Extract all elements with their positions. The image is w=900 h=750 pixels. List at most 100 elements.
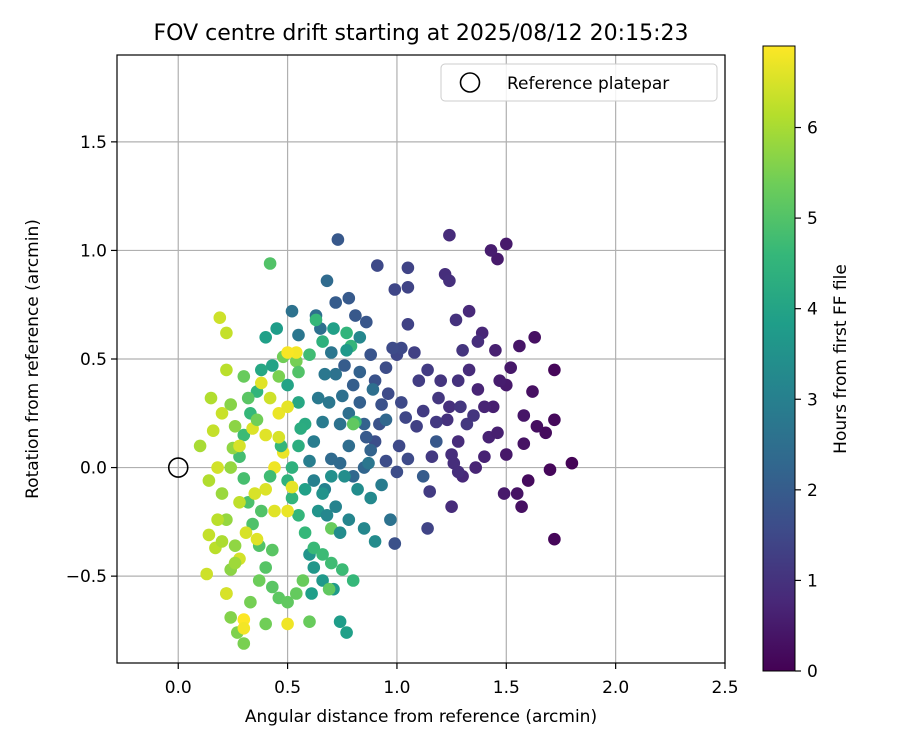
data-point <box>493 374 507 388</box>
data-point <box>491 426 504 440</box>
y-tick-label: 0.0 <box>80 459 107 479</box>
data-point <box>517 437 531 451</box>
data-point <box>484 244 498 257</box>
data-point <box>386 341 399 355</box>
data-point <box>316 487 329 500</box>
data-point <box>460 417 474 431</box>
y-axis-label: Rotation from reference (arcmin) <box>23 219 43 499</box>
data-point <box>316 335 329 348</box>
data-point <box>346 378 360 392</box>
data-point <box>206 424 220 438</box>
data-point <box>451 465 465 479</box>
data-point <box>272 370 286 383</box>
data-point <box>215 487 229 500</box>
data-point <box>342 407 356 420</box>
data-point <box>342 439 356 453</box>
data-point <box>445 448 458 461</box>
data-point <box>346 417 360 431</box>
data-point <box>340 326 353 340</box>
data-point <box>401 318 415 331</box>
data-point <box>432 391 445 405</box>
data-point <box>254 363 268 377</box>
data-point <box>331 233 345 246</box>
data-point <box>360 430 373 444</box>
data-point <box>311 391 325 405</box>
data-point <box>233 496 246 509</box>
data-point <box>202 474 216 487</box>
data-point <box>353 331 367 344</box>
data-point <box>305 587 318 600</box>
data-point <box>445 500 458 513</box>
data-point <box>259 617 273 631</box>
data-point <box>325 556 338 570</box>
data-point <box>215 535 229 548</box>
data-point <box>215 407 229 420</box>
data-point <box>237 472 251 485</box>
data-point <box>237 637 251 650</box>
data-point <box>342 291 356 305</box>
data-point <box>368 535 382 548</box>
data-point <box>254 376 268 390</box>
data-point <box>340 626 353 639</box>
x-tick-label: 1.0 <box>383 678 410 698</box>
data-point <box>451 435 465 448</box>
data-point <box>228 556 242 570</box>
data-point <box>364 491 378 505</box>
data-point <box>469 461 483 474</box>
y-tick-label: 0.5 <box>80 350 107 370</box>
data-point <box>241 391 255 405</box>
data-point <box>443 400 456 414</box>
colorbar-tick-label: 3 <box>807 390 818 410</box>
data-point <box>364 443 378 457</box>
data-point <box>268 504 281 518</box>
data-point <box>290 587 303 600</box>
data-point <box>213 311 227 325</box>
data-point <box>349 309 362 322</box>
data-point <box>346 470 360 483</box>
data-point <box>322 396 336 409</box>
data-point <box>233 450 246 464</box>
data-point <box>412 374 426 388</box>
data-point <box>392 439 406 453</box>
data-point <box>259 483 273 496</box>
data-point <box>224 398 237 411</box>
data-point <box>375 478 388 492</box>
x-tick-label: 0.5 <box>274 678 301 698</box>
data-point <box>298 483 312 496</box>
data-point <box>294 422 308 435</box>
chart-title: FOV centre drift starting at 2025/08/12 … <box>154 21 689 46</box>
data-point <box>401 281 415 294</box>
data-point <box>270 322 284 335</box>
data-point <box>193 439 207 453</box>
data-point <box>263 391 277 405</box>
data-point <box>434 374 448 388</box>
data-point <box>364 348 378 362</box>
data-point <box>281 400 294 414</box>
data-point <box>266 580 279 594</box>
data-point <box>224 461 237 474</box>
data-point <box>246 517 259 531</box>
data-point <box>307 474 321 487</box>
data-point <box>281 504 294 518</box>
reference-platepar-marker <box>167 457 189 478</box>
data-point <box>254 504 268 518</box>
data-point <box>309 313 323 327</box>
data-point <box>281 378 294 392</box>
data-point <box>366 383 380 396</box>
x-tick-label: 1.5 <box>493 678 520 698</box>
data-point <box>237 428 251 442</box>
data-point <box>320 274 334 288</box>
data-point <box>292 365 305 379</box>
data-point <box>220 587 233 600</box>
data-point <box>252 574 266 587</box>
data-point <box>462 304 476 318</box>
data-point <box>510 487 524 500</box>
data-point <box>346 574 360 587</box>
data-point <box>318 367 332 381</box>
colorbar-ticks: 0 1 2 3 4 5 6 <box>795 119 818 682</box>
data-point <box>384 513 397 526</box>
data-point <box>211 461 224 474</box>
data-point <box>285 461 299 474</box>
y-tick-label: −0.5 <box>66 567 107 587</box>
data-point <box>410 420 423 433</box>
